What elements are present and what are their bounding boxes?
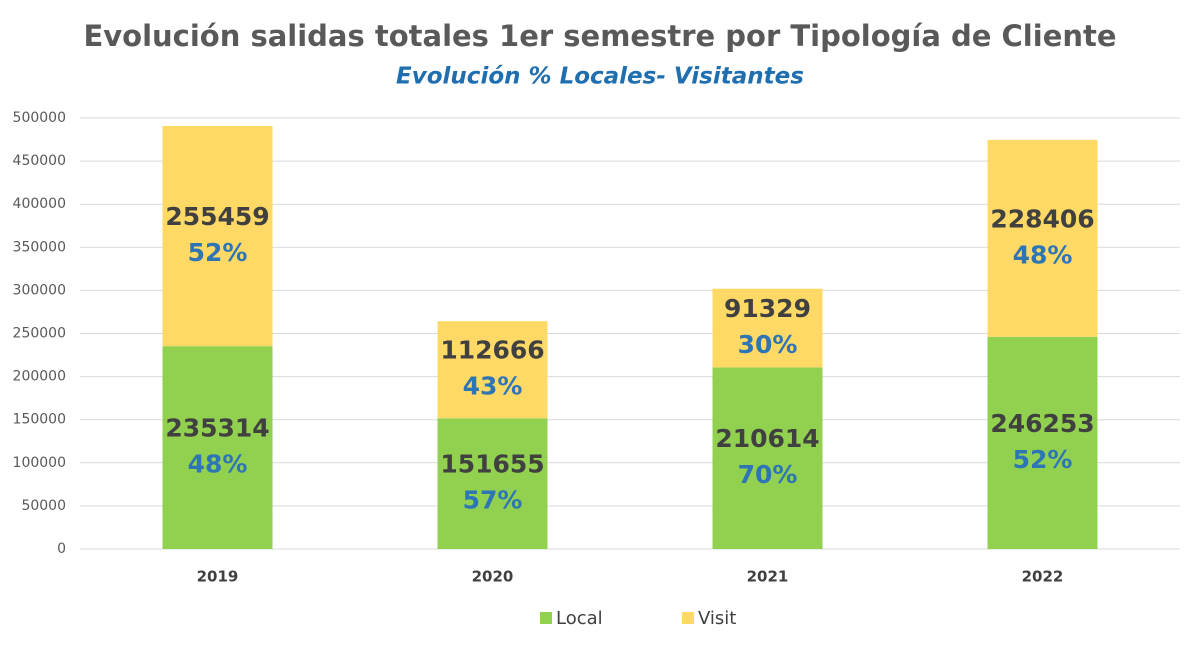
bar-segment: [712, 288, 823, 368]
value-label: 151655: [440, 450, 544, 479]
share-label: 52%: [188, 238, 248, 267]
y-tick-label: 400000: [13, 196, 66, 212]
y-tick-label: 50000: [21, 498, 66, 514]
y-tick-label: 0: [57, 541, 66, 557]
chart-subtitle: Evolución % Locales- Visitantes: [396, 64, 804, 90]
y-tick-label: 450000: [13, 153, 66, 169]
legend-swatch: [540, 612, 552, 624]
bar-segment: [437, 321, 548, 419]
legend-label: Local: [556, 608, 603, 629]
share-label: 43%: [463, 372, 523, 401]
bar-segment: [162, 346, 273, 549]
x-tick-label: 2021: [747, 568, 789, 586]
value-label: 235314: [165, 414, 269, 443]
y-tick-label: 200000: [13, 369, 66, 385]
share-label: 70%: [738, 460, 798, 489]
bar-segment: [987, 336, 1098, 549]
value-label: 112666: [440, 336, 544, 365]
share-label: 57%: [463, 486, 523, 515]
y-tick-label: 250000: [13, 326, 66, 342]
value-label: 246253: [990, 409, 1094, 438]
chart-title: Evolución salidas totales 1er semestre p…: [83, 19, 1116, 53]
y-tick-label: 350000: [13, 239, 66, 255]
bar-segment: [437, 418, 548, 549]
bar-segment: [162, 125, 273, 347]
x-tick-label: 2020: [472, 568, 514, 586]
bar-segment: [987, 139, 1098, 337]
x-tick-label: 2019: [197, 568, 239, 586]
value-label: 255459: [165, 202, 269, 231]
bar-segment: [712, 367, 823, 549]
x-tick-label: 2022: [1022, 568, 1064, 586]
value-label: 210614: [715, 424, 819, 453]
share-label: 30%: [738, 330, 798, 359]
value-label: 91329: [724, 294, 811, 323]
y-tick-label: 300000: [13, 282, 66, 298]
legend-label: Visit: [698, 608, 736, 629]
y-tick-label: 150000: [13, 412, 66, 428]
y-tick-label: 100000: [13, 455, 66, 471]
share-label: 48%: [1013, 240, 1073, 269]
y-tick-label: 500000: [13, 110, 66, 126]
legend-swatch: [682, 612, 694, 624]
value-label: 228406: [990, 204, 1094, 233]
share-label: 48%: [188, 450, 248, 479]
share-label: 52%: [1013, 445, 1073, 474]
